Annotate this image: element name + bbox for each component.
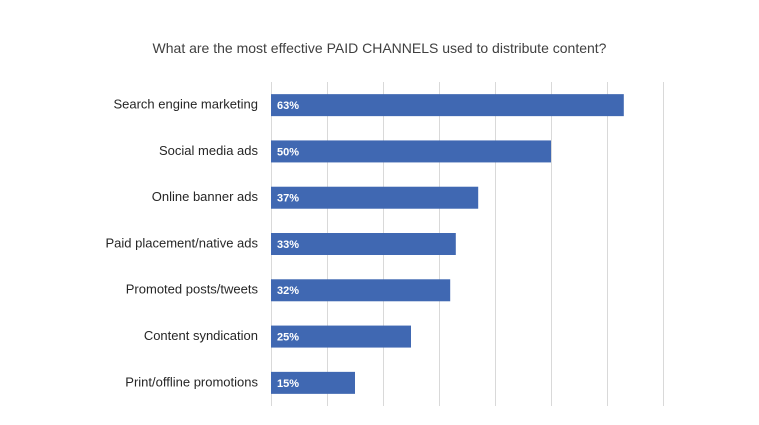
bars [271, 94, 624, 394]
category-label: Social media ads [159, 143, 258, 158]
data-label: 25% [277, 331, 299, 343]
category-label: Print/offline promotions [125, 374, 258, 389]
bar [271, 279, 451, 302]
category-label: Content syndication [144, 328, 258, 343]
bar [271, 186, 479, 209]
category-label: Online banner ads [152, 189, 259, 204]
category-labels: Search engine marketing Social media ads O… [106, 97, 259, 390]
data-label: 37% [277, 193, 299, 205]
category-label: Promoted posts/tweets [126, 282, 259, 297]
chart-title: What are the most effective PAID CHANNEL… [152, 40, 607, 56]
data-label: 32% [277, 285, 299, 297]
category-label: Paid placement/native ads [106, 235, 259, 250]
bar [271, 140, 551, 163]
data-labels: 63% 50% 37% 33% 32% 25% 15% [277, 100, 299, 390]
bar [271, 325, 411, 348]
bar [271, 233, 456, 255]
data-label: 15% [277, 378, 299, 390]
data-label: 50% [277, 146, 299, 158]
bar [271, 371, 355, 394]
data-label: 33% [277, 239, 299, 251]
bar [271, 94, 624, 117]
data-label: 63% [277, 100, 299, 112]
category-label: Search engine marketing [113, 97, 258, 112]
